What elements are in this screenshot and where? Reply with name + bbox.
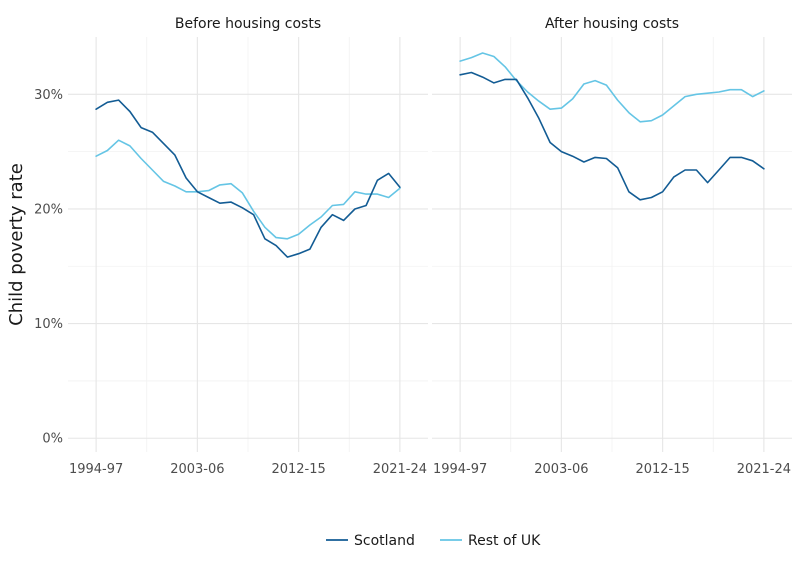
x-tick-label: 2003-06 [170,462,224,477]
panel-before-housing-costs: Before housing costs 0% 10% 20% 30% 1994-97 20… [34,16,428,477]
series-line-scotland [459,71,765,201]
legend-label: Rest of UK [468,533,541,549]
panel-after-housing-costs: After housing costs 1994-97 2003-06 2012-15… [432,16,792,477]
x-tick-label: 2012-15 [635,462,689,477]
x-tick-label: 2012-15 [271,462,325,477]
y-tick-label: 0% [42,432,63,447]
series-line-rest-of-uk [95,139,401,240]
series-line-scotland [95,99,401,258]
y-axis-title: Child poverty rate [6,163,27,326]
legend: Scotland Rest of UK [326,533,541,549]
x-tick-label: 2021-24 [373,462,427,477]
legend-label: Scotland [354,533,415,549]
panel-title: Before housing costs [175,16,321,32]
legend-item-scotland: Scotland [326,533,415,549]
panel-title: After housing costs [545,16,679,32]
x-tick-label: 1994-97 [69,462,123,477]
y-tick-label: 10% [34,317,63,332]
x-tick-label: 2003-06 [534,462,588,477]
y-tick-label: 30% [34,88,63,103]
gridlines [68,37,428,452]
x-tick-label: 2021-24 [737,462,791,477]
series-line-rest-of-uk [459,52,765,123]
y-tick-label: 20% [34,202,63,217]
gridlines [432,37,792,452]
legend-item-rest-of-uk: Rest of UK [440,533,541,549]
x-tick-label: 1994-97 [433,462,487,477]
